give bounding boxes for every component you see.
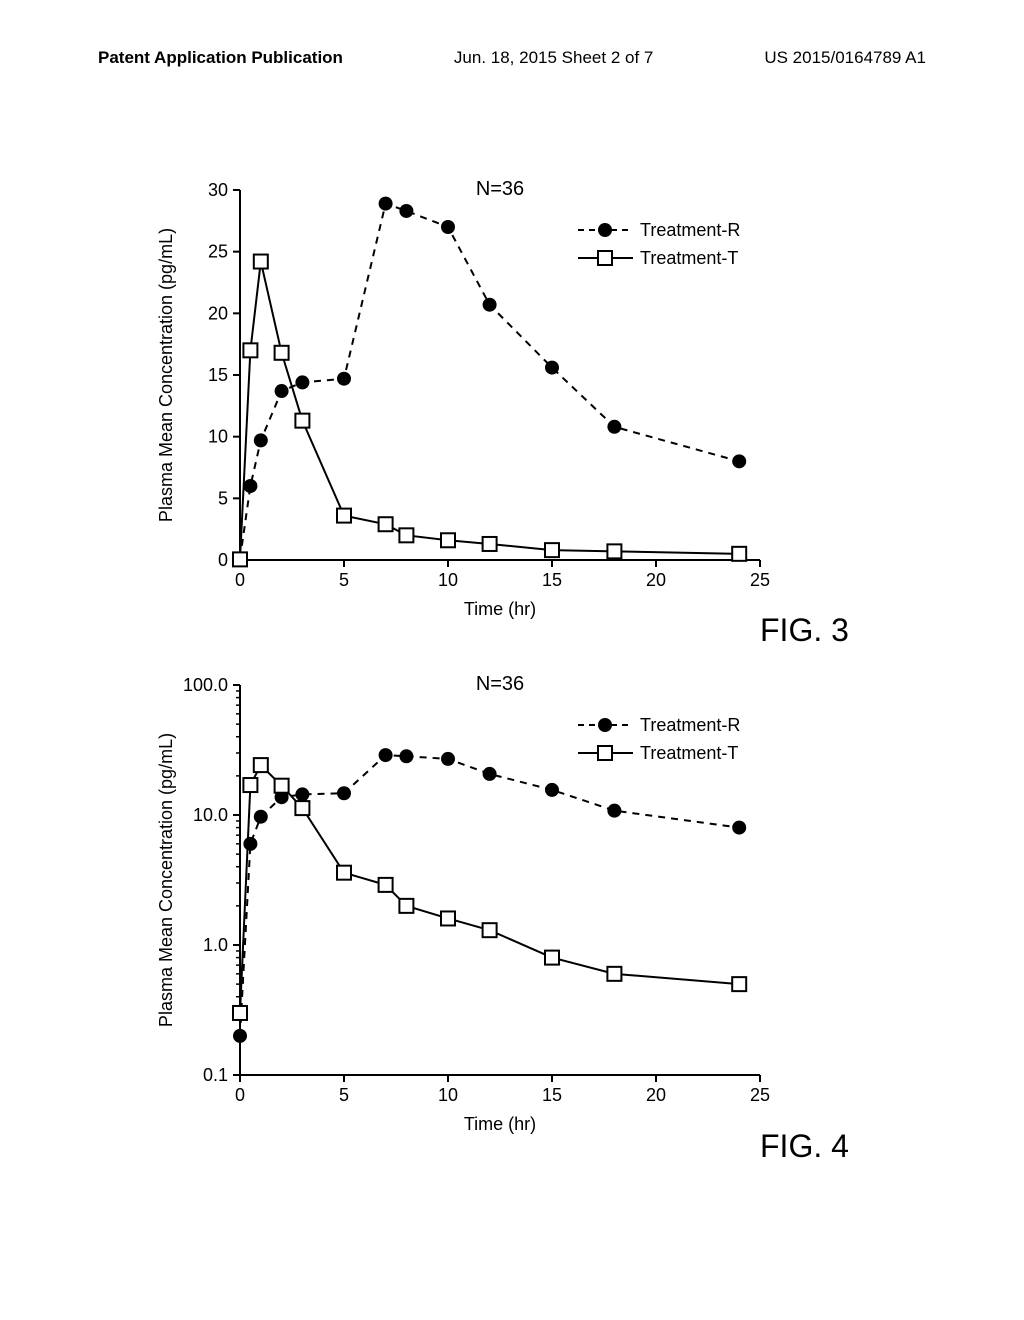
svg-text:25: 25 (750, 570, 770, 590)
svg-text:Treatment-T: Treatment-T (640, 743, 738, 763)
figure-label-3: FIG. 3 (760, 612, 849, 649)
svg-text:Time (hr): Time (hr) (464, 1114, 536, 1134)
svg-text:10: 10 (208, 427, 228, 447)
svg-text:5: 5 (218, 488, 228, 508)
svg-text:15: 15 (542, 1085, 562, 1105)
svg-text:Plasma Mean Concentration (pg/: Plasma Mean Concentration (pg/mL) (156, 733, 176, 1027)
figure-label-4: FIG. 4 (760, 1128, 849, 1165)
svg-text:Time (hr): Time (hr) (464, 599, 536, 619)
svg-text:20: 20 (646, 1085, 666, 1105)
svg-text:5: 5 (339, 570, 349, 590)
svg-text:10: 10 (438, 1085, 458, 1105)
svg-text:Treatment-T: Treatment-T (640, 248, 738, 268)
header-left: Patent Application Publication (98, 48, 343, 68)
svg-text:25: 25 (750, 1085, 770, 1105)
chart-fig4: 0 5 10 15 20 25 0.1 1.0 10.0 100.0 Time (hr) Plasma… (145, 655, 880, 1145)
svg-text:25: 25 (208, 242, 228, 262)
svg-text:10: 10 (438, 570, 458, 590)
svg-text:15: 15 (542, 570, 562, 590)
svg-text:10.0: 10.0 (193, 805, 228, 825)
svg-text:5: 5 (339, 1085, 349, 1105)
svg-text:20: 20 (646, 570, 666, 590)
svg-text:30: 30 (208, 180, 228, 200)
svg-text:100.0: 100.0 (183, 675, 228, 695)
svg-text:0.1: 0.1 (203, 1065, 228, 1085)
svg-text:1.0: 1.0 (203, 935, 228, 955)
svg-text:Treatment-R: Treatment-R (640, 220, 740, 240)
svg-text:N=36: N=36 (476, 178, 524, 200)
svg-text:0: 0 (235, 570, 245, 590)
page-header: Patent Application Publication Jun. 18, … (0, 48, 1024, 68)
svg-text:Treatment-R: Treatment-R (640, 715, 740, 735)
svg-text:N=36: N=36 (476, 673, 524, 695)
svg-text:Plasma Mean Concentration (pg/: Plasma Mean Concentration (pg/mL) (156, 228, 176, 522)
header-right: US 2015/0164789 A1 (764, 48, 926, 68)
header-center: Jun. 18, 2015 Sheet 2 of 7 (454, 48, 653, 68)
chart-fig3: 0 5 10 15 20 25 0 5 10 15 20 25 30 Time (hr) Plasma Me… (145, 160, 880, 630)
svg-text:20: 20 (208, 303, 228, 323)
svg-text:15: 15 (208, 365, 228, 385)
svg-text:0: 0 (235, 1085, 245, 1105)
svg-text:0: 0 (218, 550, 228, 570)
